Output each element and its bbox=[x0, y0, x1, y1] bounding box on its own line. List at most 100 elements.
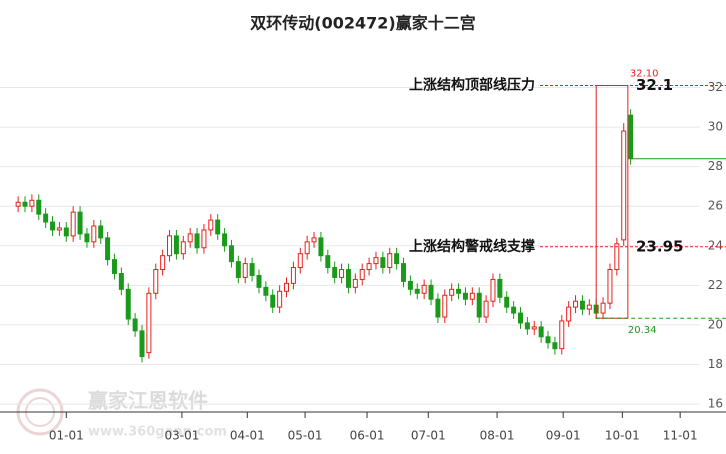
candle-body bbox=[56, 227, 62, 231]
candle-body bbox=[462, 292, 468, 300]
candle-body bbox=[318, 237, 324, 257]
candle-body bbox=[517, 312, 523, 324]
candle-body bbox=[167, 235, 173, 257]
candle-body bbox=[297, 253, 303, 269]
candle-body bbox=[105, 237, 111, 261]
candle-body bbox=[380, 257, 386, 269]
y-tick-label: 30 bbox=[708, 120, 723, 134]
box-bottom-label: 20.34 bbox=[628, 325, 657, 336]
candle-body bbox=[394, 253, 400, 265]
candle-body bbox=[352, 278, 358, 288]
annotation-value: 32.1 bbox=[636, 76, 673, 94]
candle-body bbox=[139, 330, 145, 358]
annotation-text: 上涨结构警戒线支撑 bbox=[409, 238, 535, 255]
candle-body bbox=[414, 288, 420, 294]
candle-body bbox=[442, 294, 448, 318]
candle-body bbox=[70, 211, 76, 237]
candle-body bbox=[77, 211, 83, 235]
y-tick-label: 16 bbox=[708, 397, 723, 411]
y-tick-label: 20 bbox=[708, 317, 723, 331]
candle-body bbox=[607, 269, 613, 304]
candle-body bbox=[180, 241, 186, 255]
candle-body bbox=[187, 233, 193, 243]
candle-body bbox=[490, 278, 496, 302]
candle-body bbox=[118, 272, 124, 290]
candle-body bbox=[153, 269, 159, 294]
candle-body bbox=[160, 255, 166, 271]
candle-body bbox=[566, 306, 572, 322]
y-tick-label: 26 bbox=[708, 199, 723, 213]
candle-body bbox=[387, 253, 393, 269]
candle-body bbox=[573, 300, 579, 308]
candle-body bbox=[538, 326, 544, 338]
candle-body bbox=[36, 199, 42, 215]
candle-body bbox=[531, 326, 537, 330]
candle-body bbox=[311, 237, 317, 243]
candle-body bbox=[125, 288, 131, 320]
watermark-url: www.360gann.com bbox=[88, 425, 227, 440]
candle-body bbox=[511, 306, 517, 314]
candle-body bbox=[263, 286, 269, 296]
x-tick-label: 06-01 bbox=[350, 429, 385, 443]
x-tick-label: 09-01 bbox=[546, 429, 581, 443]
x-tick-label: 01-01 bbox=[49, 429, 84, 443]
candle-body bbox=[345, 269, 351, 288]
candle-body bbox=[98, 225, 104, 239]
watermark: 赢家江恩软件 www.360gann.com bbox=[16, 388, 227, 440]
candle-body bbox=[63, 227, 69, 237]
candle-body bbox=[22, 201, 28, 207]
candle-body bbox=[366, 263, 372, 271]
candle-body bbox=[332, 267, 338, 278]
candle-body bbox=[628, 114, 634, 160]
y-tick-label: 24 bbox=[708, 238, 723, 252]
y-tick-label: 18 bbox=[708, 357, 723, 371]
candle-body bbox=[50, 221, 56, 231]
candle-body bbox=[435, 298, 441, 318]
candle-body bbox=[401, 263, 407, 282]
watermark-text: 赢家江恩软件 bbox=[88, 389, 208, 413]
candle-body bbox=[483, 300, 489, 318]
candle-body bbox=[235, 261, 241, 278]
candle-body bbox=[270, 294, 276, 308]
candle-body bbox=[456, 288, 462, 294]
candle-body bbox=[428, 284, 434, 300]
x-tick-label: 04-01 bbox=[230, 429, 265, 443]
x-tick-label: 03-01 bbox=[164, 429, 199, 443]
candle-body bbox=[359, 269, 365, 280]
candle-body bbox=[614, 243, 620, 271]
candle-body bbox=[146, 292, 152, 354]
candle-body bbox=[600, 302, 606, 314]
y-tick-label: 32 bbox=[708, 80, 723, 94]
y-tick-label: 22 bbox=[708, 278, 723, 292]
candle-body bbox=[304, 241, 310, 255]
candle-body bbox=[242, 263, 248, 278]
candle-body bbox=[215, 219, 221, 235]
candle-body bbox=[373, 257, 379, 265]
candle-body bbox=[173, 235, 179, 255]
box-top-label: 32.10 bbox=[630, 69, 659, 80]
candle-body bbox=[325, 255, 331, 269]
candle-body bbox=[449, 288, 455, 296]
candle-body bbox=[111, 259, 117, 274]
candle-body bbox=[222, 233, 228, 247]
candle-body bbox=[579, 300, 585, 310]
candle-body bbox=[132, 318, 138, 332]
candle-body bbox=[277, 290, 283, 308]
x-tick-label: 05-01 bbox=[288, 429, 323, 443]
x-tick-label: 10-01 bbox=[605, 429, 640, 443]
candle-body bbox=[469, 292, 475, 300]
candle-body bbox=[476, 292, 482, 318]
candle-body bbox=[249, 263, 255, 276]
x-tick-label: 11-01 bbox=[663, 429, 698, 443]
candle-body bbox=[504, 296, 510, 308]
candle-body bbox=[256, 274, 262, 288]
candle-body bbox=[407, 280, 413, 290]
candle-body bbox=[29, 199, 35, 207]
annotation-text: 上涨结构顶部线压力 bbox=[409, 77, 535, 94]
candle-body bbox=[208, 219, 214, 231]
candle-body bbox=[621, 130, 627, 241]
candle-body bbox=[339, 269, 345, 278]
candle-body bbox=[290, 267, 296, 284]
candle-body bbox=[586, 304, 592, 310]
